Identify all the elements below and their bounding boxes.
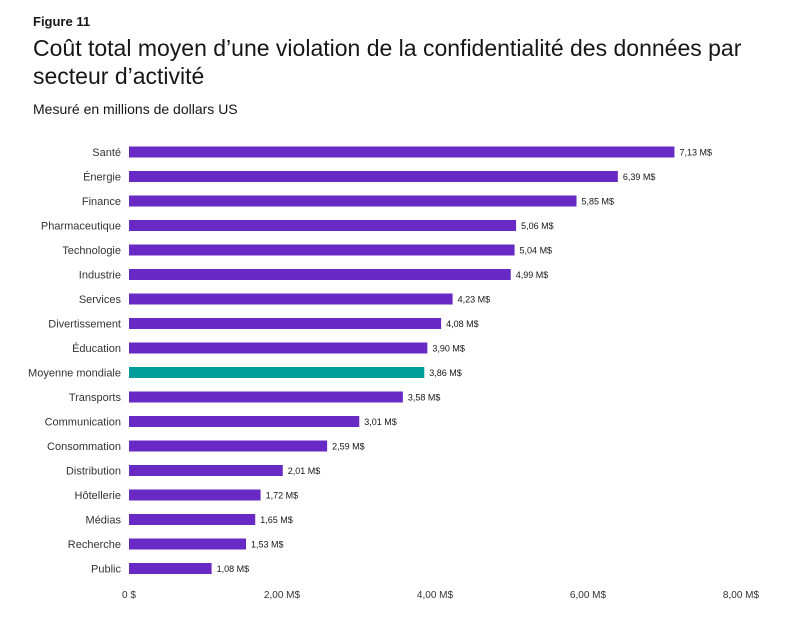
data-label: 7,13 M$	[679, 148, 712, 158]
data-label: 1,65 M$	[260, 515, 293, 525]
bar	[129, 342, 428, 354]
bar	[129, 440, 328, 452]
bar	[129, 269, 511, 280]
data-label: 6,39 M$	[623, 172, 656, 182]
chart-title: Coût total moyen d’une violation de la c…	[33, 35, 742, 89]
category-label: Moyenne mondiale	[28, 368, 121, 380]
bar	[129, 514, 256, 525]
data-label: 4,08 M$	[446, 319, 479, 329]
category-label: Technologie	[62, 245, 121, 257]
data-label: 5,04 M$	[520, 246, 553, 256]
category-label: Industrie	[79, 270, 121, 282]
category-label: Distribution	[66, 466, 121, 478]
bar	[129, 244, 515, 256]
bar	[129, 171, 618, 182]
x-tick-label: 0 $	[122, 590, 136, 601]
figure-label: Figure 11	[33, 14, 91, 29]
bar	[129, 146, 675, 158]
bar	[129, 195, 577, 207]
category-label: Pharmaceutique	[41, 221, 121, 233]
category-label: Communication	[45, 417, 121, 429]
category-label: Consommation	[47, 441, 121, 453]
category-label: Éducation	[72, 342, 121, 355]
category-label: Énergie	[83, 171, 121, 184]
bar	[129, 465, 283, 476]
bar	[129, 293, 453, 305]
category-label: Transports	[69, 392, 122, 404]
category-label: Public	[91, 564, 121, 576]
x-tick-label: 6,00 M$	[570, 590, 607, 601]
bar	[129, 318, 442, 329]
x-tick-label: 8,00 M$	[723, 590, 760, 601]
bar	[129, 416, 360, 427]
category-label: Recherche	[68, 539, 121, 551]
data-label: 3,90 M$	[432, 344, 465, 354]
category-label: Services	[79, 294, 122, 306]
data-label: 5,85 M$	[582, 197, 615, 207]
data-label: 2,01 M$	[288, 466, 321, 476]
chart-subtitle: Mesuré en millions de dollars US	[33, 101, 238, 117]
data-label: 4,23 M$	[458, 295, 491, 305]
category-label: Divertissement	[48, 319, 121, 331]
bar	[129, 391, 403, 403]
data-label: 1,53 M$	[251, 540, 284, 550]
x-tick-label: 4,00 M$	[417, 590, 454, 601]
category-label: Finance	[82, 196, 121, 208]
bar	[129, 563, 212, 574]
data-label: 3,86 M$	[429, 368, 462, 378]
data-label: 1,72 M$	[266, 491, 299, 501]
data-label: 3,01 M$	[364, 417, 397, 427]
x-tick-label: 2,00 M$	[264, 590, 301, 601]
data-label: 5,06 M$	[521, 221, 554, 231]
category-label: Médias	[86, 515, 122, 527]
bar	[129, 489, 261, 501]
category-label: Santé	[92, 147, 121, 159]
data-label: 3,58 M$	[408, 393, 441, 403]
category-label: Hôtellerie	[75, 490, 121, 502]
bar	[129, 538, 247, 550]
data-label: 1,08 M$	[217, 564, 250, 574]
data-label: 4,99 M$	[516, 270, 549, 280]
data-label: 2,59 M$	[332, 442, 365, 452]
bar	[129, 220, 517, 231]
bar-highlight	[129, 367, 425, 378]
